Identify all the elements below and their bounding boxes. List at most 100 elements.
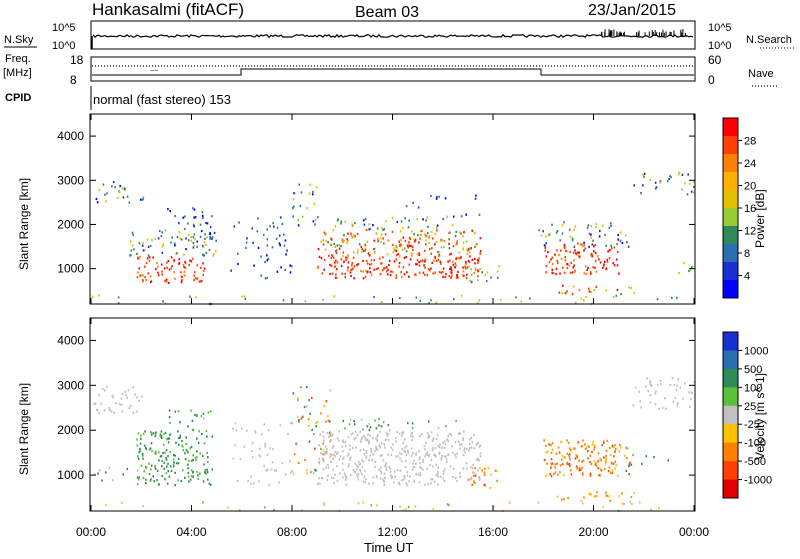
velocity-cell	[150, 478, 152, 481]
colorbar-tick-label: 24	[744, 158, 756, 170]
power-cell	[436, 229, 438, 232]
velocity-cell	[364, 481, 367, 484]
power-cell	[193, 244, 195, 247]
power-cell	[278, 234, 281, 237]
velocity-cell	[166, 438, 168, 441]
power-cell	[477, 275, 479, 278]
power-cell	[160, 263, 163, 266]
velocity-cell	[612, 445, 615, 448]
power-cell	[289, 271, 292, 274]
velocity-cell	[561, 463, 564, 466]
velocity-cell	[459, 432, 461, 435]
velocity-cell	[311, 396, 313, 400]
velocity-cell	[598, 473, 600, 477]
velocity-cell	[293, 453, 296, 456]
velocity-cell	[450, 434, 452, 437]
velocity-cell	[462, 437, 464, 440]
power-cell	[148, 256, 151, 259]
nsky-label: N.Sky	[4, 34, 34, 46]
velocity-cell	[435, 438, 438, 441]
velocity-cell	[139, 442, 142, 445]
power-cell	[350, 232, 352, 235]
velocity-cell	[597, 460, 599, 463]
velocity-cell	[354, 471, 357, 474]
velocity-cell	[347, 436, 350, 439]
power-cell	[581, 243, 583, 246]
velocity-cell	[179, 434, 182, 437]
power-cell	[422, 218, 424, 221]
velocity-cell	[632, 404, 635, 407]
power-cell	[192, 241, 195, 245]
power-cell	[452, 260, 454, 263]
power-cell	[188, 264, 191, 267]
velocity-cell	[550, 458, 553, 461]
power-cell	[455, 230, 458, 233]
power-cell	[438, 254, 440, 257]
velocity-cell	[626, 456, 628, 460]
power-cell	[257, 217, 259, 220]
power-cell	[387, 239, 390, 242]
velocity-cell	[581, 466, 584, 469]
velocity-cell	[177, 479, 179, 482]
power-cell	[583, 299, 585, 302]
velocity-cell	[398, 483, 401, 486]
power-cell	[571, 239, 574, 242]
nsearch-tick-top: 10^5	[708, 22, 732, 34]
velocity-cell	[593, 495, 595, 498]
power-cell	[451, 223, 454, 227]
velocity-cell	[263, 423, 266, 426]
power-cell	[336, 276, 338, 279]
power-cell	[344, 220, 346, 223]
power-cell	[395, 247, 398, 250]
velocity-cell	[423, 444, 426, 448]
colorbar-tick-label: 100	[744, 382, 762, 394]
power-cell	[313, 202, 316, 205]
range-tick-label: 4000	[57, 129, 84, 143]
power-cell	[545, 235, 547, 238]
velocity-cell	[673, 383, 676, 386]
power-cell	[204, 237, 206, 240]
power-cell	[474, 231, 476, 234]
power-cell	[659, 180, 662, 183]
power-cell	[347, 266, 349, 269]
colorbar-swatch	[723, 118, 738, 137]
velocity-cell	[474, 467, 476, 470]
velocity-cell	[559, 464, 562, 467]
velocity-cell	[178, 443, 180, 447]
velocity-cell	[332, 476, 335, 480]
power-cell	[328, 254, 330, 257]
velocity-cell	[420, 467, 422, 470]
power-cell	[315, 186, 318, 189]
power-cell	[346, 256, 349, 260]
power-cell	[329, 272, 331, 276]
power-cell	[590, 236, 593, 239]
velocity-cell	[590, 462, 593, 466]
velocity-cell	[103, 409, 106, 412]
velocity-cell	[169, 465, 172, 468]
power-cell	[586, 268, 588, 271]
velocity-cell	[437, 427, 440, 430]
freq-glitch-mark: ~~	[150, 68, 158, 75]
beam-title: Beam 03	[355, 4, 419, 21]
power-cell	[564, 246, 566, 250]
power-cell	[279, 216, 282, 219]
power-cell	[183, 253, 185, 256]
power-cell	[266, 259, 269, 262]
power-cell	[163, 267, 166, 270]
power-cell	[608, 249, 610, 252]
velocity-cell	[474, 481, 476, 484]
velocity-cell	[471, 467, 474, 470]
velocity-cell	[368, 429, 371, 432]
power-cell	[183, 270, 186, 273]
power-cell	[398, 265, 400, 268]
velocity-cell	[342, 439, 344, 442]
velocity-cell	[325, 450, 328, 453]
velocity-cell	[407, 506, 410, 509]
power-cell	[616, 288, 619, 291]
velocity-cell	[405, 445, 408, 448]
power-cell	[368, 223, 370, 226]
power-cell	[620, 292, 622, 296]
velocity-cell	[203, 471, 206, 474]
power-cell	[334, 264, 337, 267]
